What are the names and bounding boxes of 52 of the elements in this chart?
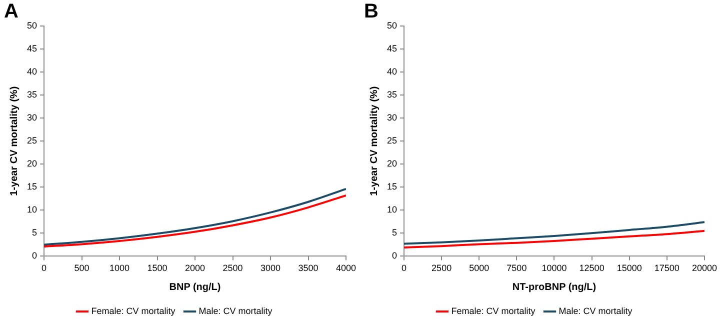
x-tick-label: 3500 — [298, 263, 318, 274]
y-tick-label: 45 — [26, 44, 38, 54]
y-tick-label: 25 — [386, 136, 398, 146]
legend-label: Male: CV mortality — [558, 306, 633, 316]
x-tick-label: 1500 — [147, 263, 168, 274]
x-tick-label: 3000 — [260, 263, 281, 274]
y-tick-label: 10 — [26, 204, 38, 215]
y-axis-title: 1-year CV mortality (%) — [368, 86, 380, 196]
y-tick-label: 15 — [386, 182, 398, 192]
x-tick-label: 2000 — [184, 263, 206, 274]
y-tick-label: 5 — [392, 228, 398, 238]
x-tick-label: 4000 — [336, 263, 356, 274]
chart-title: A — [4, 0, 18, 23]
y-tick-label: 5 — [32, 228, 38, 238]
x-axis-title: BNP (ng/L) — [169, 282, 221, 293]
x-tick-label: 500 — [74, 263, 90, 274]
y-tick-label: 25 — [26, 136, 38, 146]
x-tick-label: 0 — [42, 263, 47, 274]
y-tick-label: 35 — [386, 90, 398, 100]
x-tick-label: 5000 — [469, 263, 490, 274]
x-tick-label: 15000 — [616, 263, 642, 274]
y-tick-label: 30 — [386, 112, 398, 123]
x-tick-label: 20000 — [692, 263, 717, 274]
y-tick-label: 20 — [386, 158, 398, 169]
y-tick-label: 0 — [392, 250, 398, 261]
y-tick-label: 40 — [26, 66, 38, 77]
y-tick-label: 10 — [386, 204, 398, 215]
line-series — [404, 221, 704, 245]
x-tick-label: 1000 — [109, 263, 130, 274]
y-tick-label: 20 — [26, 158, 38, 169]
x-axis-title: NT-proBNP (ng/L) — [512, 282, 596, 293]
y-tick-label: 35 — [26, 90, 38, 100]
x-tick-label: 12500 — [579, 263, 604, 274]
y-tick-label: 30 — [26, 112, 38, 123]
x-tick-label: 17500 — [654, 263, 680, 274]
y-tick-label: 0 — [32, 250, 38, 261]
y-tick-label: 45 — [386, 44, 398, 54]
x-tick-label: 10000 — [542, 263, 567, 274]
y-tick-label: 40 — [386, 66, 398, 77]
legend-label: Female: CV mortality — [451, 306, 536, 316]
x-tick-label: 7500 — [506, 263, 527, 274]
x-tick-label: 2500 — [432, 263, 452, 274]
legend-label: Female: CV mortality — [91, 306, 176, 316]
y-tick-label: 50 — [26, 20, 38, 30]
chart-title: B — [364, 0, 378, 23]
y-tick-label: 50 — [386, 20, 398, 30]
x-tick-label: 0 — [402, 263, 407, 274]
x-tick-label: 2500 — [222, 263, 243, 274]
y-axis-title: 1-year CV mortality (%) — [8, 86, 20, 196]
y-tick-label: 15 — [26, 182, 38, 192]
line-series — [404, 230, 704, 248]
legend-label: Male: CV mortality — [198, 306, 273, 316]
